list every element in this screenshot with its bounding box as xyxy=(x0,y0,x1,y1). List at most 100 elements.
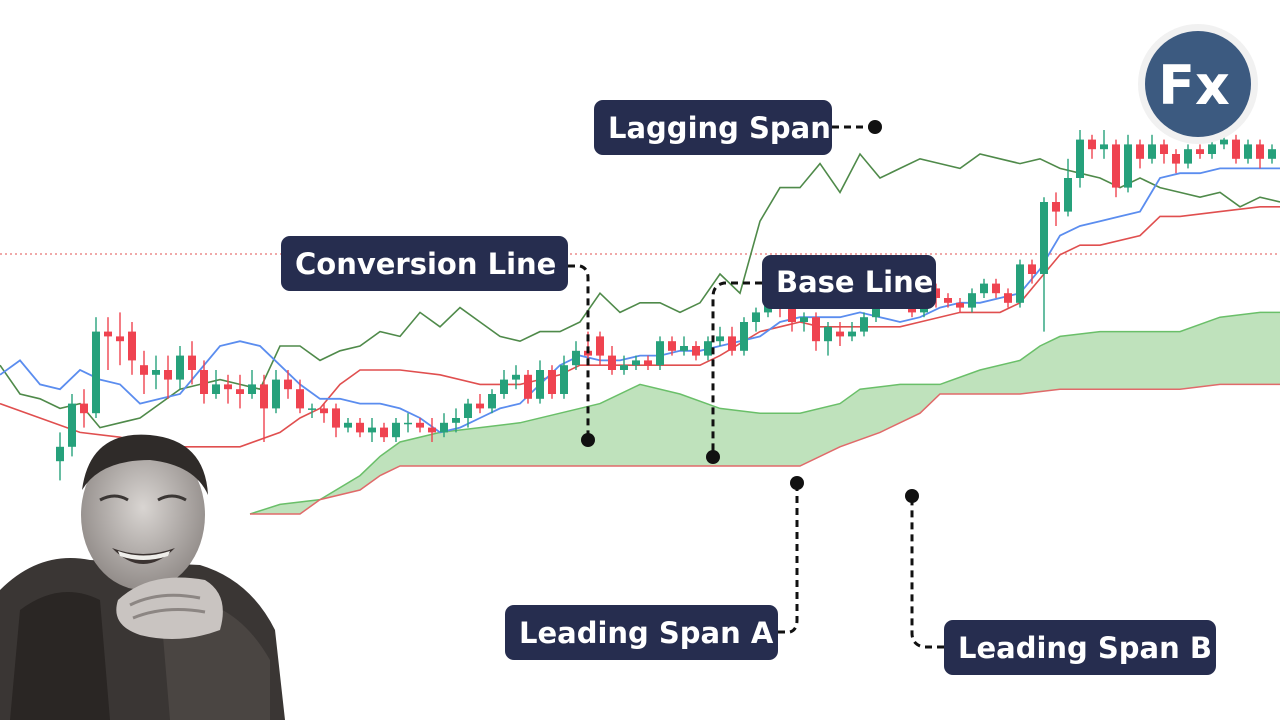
candle xyxy=(104,317,112,370)
logo-text: Fx xyxy=(1158,54,1230,117)
candle xyxy=(1100,130,1108,159)
candle xyxy=(260,374,268,442)
candle xyxy=(80,389,88,428)
leading-span-a-label: Leading Span A xyxy=(505,605,778,660)
candle xyxy=(572,341,580,370)
candle xyxy=(1124,134,1132,193)
candle xyxy=(932,283,940,308)
candle-body xyxy=(416,422,424,428)
candle xyxy=(992,278,1000,298)
candle-body xyxy=(1124,144,1132,188)
candle xyxy=(524,370,532,404)
candle xyxy=(368,418,376,442)
candle xyxy=(428,418,436,442)
candle-body xyxy=(476,403,484,409)
candle xyxy=(1112,139,1120,198)
candle xyxy=(1148,134,1156,164)
candle-body xyxy=(668,341,676,351)
candle xyxy=(608,346,616,375)
candle-body xyxy=(260,384,268,409)
candle xyxy=(848,322,856,342)
candle-body xyxy=(332,408,340,428)
candle-body xyxy=(1088,139,1096,150)
candle xyxy=(740,317,748,356)
candle xyxy=(1160,139,1168,164)
candle-body xyxy=(1232,139,1240,159)
candle-body xyxy=(464,403,472,418)
candle-body xyxy=(1004,293,1012,303)
candle-body xyxy=(68,403,76,447)
candle xyxy=(416,418,424,433)
candle xyxy=(500,370,508,399)
candle xyxy=(644,355,652,370)
candlestick-series xyxy=(56,130,1276,481)
candle xyxy=(1196,144,1204,159)
candle-body xyxy=(656,341,664,366)
candle xyxy=(224,374,232,404)
candle xyxy=(1028,259,1036,284)
candle-body xyxy=(548,370,556,394)
candle-body xyxy=(596,336,604,356)
indicator-lines xyxy=(0,152,1280,448)
brand-logo: Fx xyxy=(1138,24,1258,144)
candle-body xyxy=(188,355,196,370)
candle-body xyxy=(1208,144,1216,154)
candle-body xyxy=(380,427,388,438)
candle-body xyxy=(1244,144,1252,159)
candle-body xyxy=(860,317,868,332)
candle-body xyxy=(704,341,712,356)
candle xyxy=(92,317,100,418)
candle-body xyxy=(236,389,244,394)
candle xyxy=(380,422,388,442)
candle-body xyxy=(56,446,64,462)
conversion-line-label: Conversion Line xyxy=(281,236,568,291)
candle-body xyxy=(644,360,652,366)
candle-body xyxy=(992,283,1000,294)
candle xyxy=(404,413,412,433)
candle xyxy=(320,403,328,423)
candle-body xyxy=(1076,139,1084,178)
candle-body xyxy=(284,379,292,390)
candle xyxy=(128,322,136,375)
candle xyxy=(536,360,544,404)
candle-body xyxy=(80,403,88,414)
candle-body xyxy=(248,384,256,394)
candle-body xyxy=(224,384,232,390)
candle xyxy=(836,322,844,346)
candle-body xyxy=(944,298,952,303)
candle-body xyxy=(152,370,160,375)
candle xyxy=(308,403,316,418)
candle xyxy=(968,288,976,313)
candle xyxy=(1268,144,1276,164)
candle xyxy=(188,341,196,385)
candle-body xyxy=(356,422,364,433)
candle-body xyxy=(164,370,172,380)
candle-body xyxy=(488,394,496,409)
candle-body xyxy=(1148,144,1156,159)
lagging-span-label: Lagging Span xyxy=(594,100,832,155)
candle xyxy=(488,389,496,414)
candle xyxy=(716,326,724,346)
candle-body xyxy=(812,317,820,342)
base-line-label: Base Line xyxy=(762,255,936,309)
candle xyxy=(956,298,964,313)
candle-body xyxy=(716,336,724,342)
candle-body xyxy=(116,336,124,342)
candle-body xyxy=(608,355,616,370)
candle xyxy=(980,278,988,298)
candle xyxy=(1136,139,1144,169)
candle xyxy=(596,331,604,366)
candle-body xyxy=(1112,144,1120,188)
candle-body xyxy=(728,336,736,351)
candle xyxy=(752,307,760,332)
candle-body xyxy=(824,326,832,342)
candle-body xyxy=(1268,149,1276,159)
candle-body xyxy=(788,307,796,322)
base-line-leader xyxy=(711,281,762,457)
base-line-dot xyxy=(706,450,720,464)
candle-body xyxy=(392,422,400,438)
candle-body xyxy=(1160,144,1168,154)
candle-body xyxy=(320,408,328,414)
candle xyxy=(296,379,304,414)
candle xyxy=(680,336,688,356)
